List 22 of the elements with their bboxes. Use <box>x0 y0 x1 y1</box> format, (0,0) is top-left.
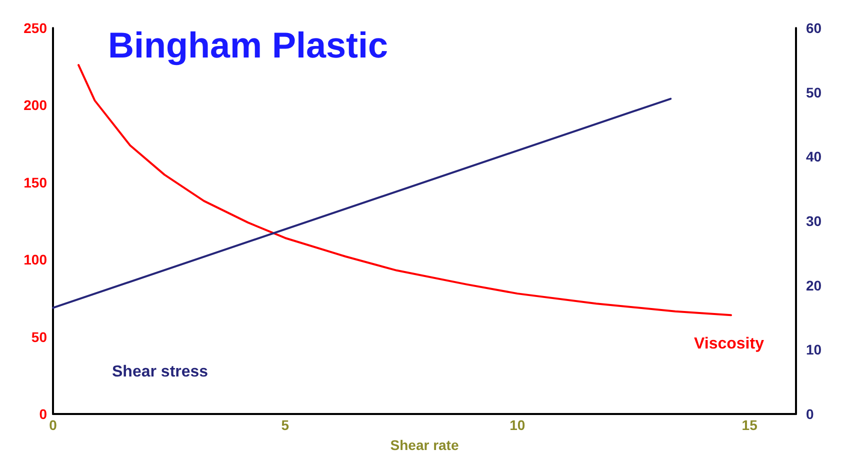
text: Shear stress <box>112 364 208 380</box>
x-tick-label: 15 <box>742 417 758 433</box>
series-label: Viscosity <box>694 336 764 352</box>
y2-tick-label: 50 <box>806 84 822 100</box>
x-tick-label: 5 <box>281 417 290 433</box>
line-series <box>78 64 732 316</box>
y2-tick-label: 0 <box>806 406 814 422</box>
y2-tick-label: 40 <box>806 148 822 165</box>
x-tick-label: 10 <box>510 417 526 433</box>
x-tick-label: 0 <box>49 417 58 433</box>
chart-title: Bingham Plastic <box>108 24 388 66</box>
y-tick-label: 150 <box>24 174 48 190</box>
x-axis-title: Shear rate <box>390 437 459 453</box>
y-tick-label: 100 <box>24 252 48 268</box>
y-tick-label: 250 <box>24 20 48 36</box>
y2-tick-label: 10 <box>806 342 822 358</box>
y-tick-label: 50 <box>31 328 48 345</box>
y-tick-label: 200 <box>24 97 48 114</box>
y2-tick-label: 20 <box>806 277 822 294</box>
y2-tick-label: 30 <box>806 213 822 229</box>
y2-tick-label: 60 <box>806 20 822 36</box>
y-tick-label: 0 <box>39 406 48 422</box>
